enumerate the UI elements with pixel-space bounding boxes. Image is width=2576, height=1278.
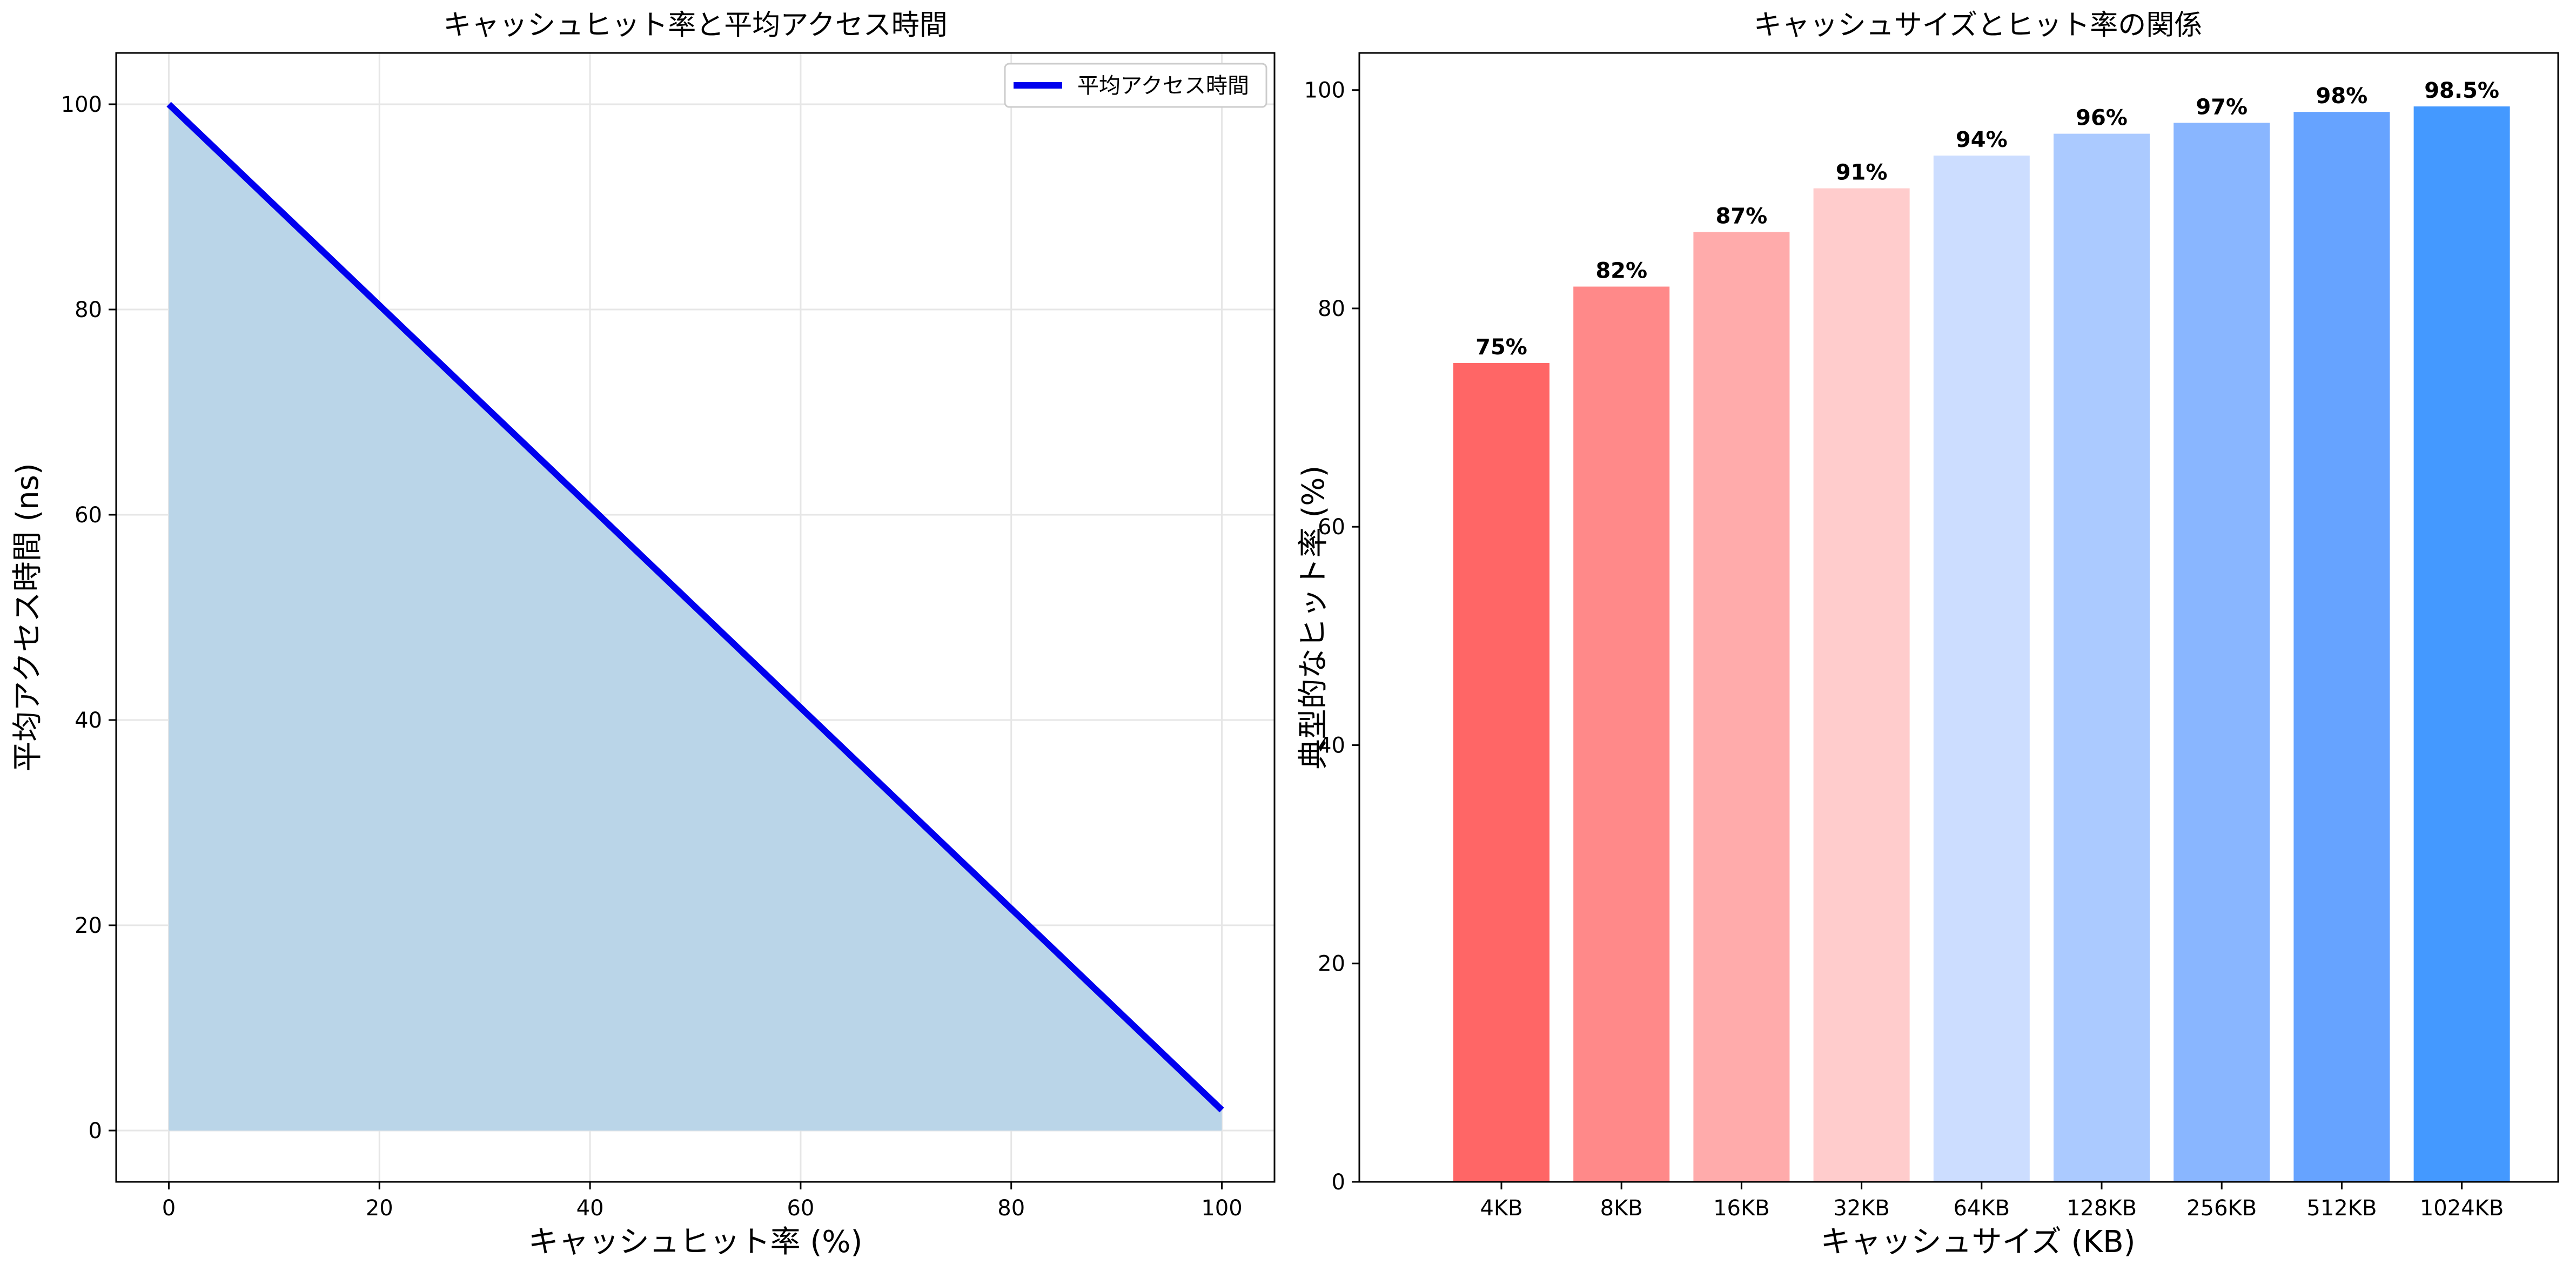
bar	[1933, 156, 2030, 1182]
x-tick-label: 16KB	[1713, 1196, 1770, 1221]
x-tick-label: 40	[576, 1196, 604, 1221]
line-chart: キャッシュヒット率と平均アクセス時間 0 20 40 60 80 100 0 20 40 60 8…	[10, 9, 1276, 1260]
x-axis-label: キャッシュサイズ (KB)	[1821, 1225, 2136, 1260]
data-label: 82%	[1595, 259, 1647, 284]
series-line	[166, 102, 1224, 1113]
chart-title: キャッシュサイズとヒット率の関係	[1754, 9, 2202, 42]
x-tick-label: 60	[787, 1196, 814, 1221]
bar-chart: キャッシュサイズとヒット率の関係 75% 82% 87% 91% 94% 96% 97% 98…	[1296, 9, 2559, 1260]
plot-frame	[1358, 52, 2559, 1183]
area-fill	[169, 104, 1222, 1131]
x-axis: 4KB 8KB 16KB 32KB 64KB 128KB 256KB 512KB 1024KB	[1480, 1182, 2504, 1221]
x-tick-label: 256KB	[2186, 1196, 2257, 1221]
data-label: 98%	[2316, 84, 2368, 109]
bar	[1573, 286, 1670, 1182]
y-tick-label: 100	[61, 92, 102, 117]
x-tick-label: 8KB	[1600, 1196, 1643, 1221]
y-axis-label: 平均アクセス時間 (ns)	[10, 463, 45, 771]
data-labels: 75% 82% 87% 91% 94% 96% 97% 98% 98.5%	[1475, 78, 2499, 360]
legend: 平均アクセス時間	[1004, 63, 1267, 108]
x-tick-label: 80	[997, 1196, 1025, 1221]
x-tick-label: 0	[162, 1196, 176, 1221]
bar	[2413, 106, 2510, 1182]
x-tick-label: 512KB	[2306, 1196, 2377, 1221]
y-tick-label: 80	[75, 298, 102, 322]
y-tick-label: 20	[75, 913, 102, 938]
bars	[1453, 106, 2510, 1182]
bar	[1813, 188, 1910, 1182]
y-tick-label: 60	[1318, 515, 1345, 540]
legend-label: 平均アクセス時間	[1077, 73, 1249, 98]
y-tick-label: 20	[1318, 952, 1345, 977]
y-tick-label: 40	[1318, 733, 1345, 758]
x-axis-label: キャッシュヒット率 (%)	[528, 1225, 863, 1260]
data-label: 91%	[1836, 160, 1888, 185]
x-tick-label: 64KB	[1954, 1196, 2010, 1221]
x-axis: 0 20 40 60 80 100	[162, 1182, 1243, 1221]
legend-frame	[1004, 63, 1267, 108]
bar	[2293, 112, 2390, 1182]
bar	[1453, 363, 1549, 1182]
data-label: 87%	[1716, 204, 1768, 228]
data-label: 98.5%	[2424, 78, 2499, 103]
bar	[2054, 133, 2150, 1182]
bar	[2174, 123, 2270, 1182]
x-tick-label: 32KB	[1833, 1196, 1890, 1221]
chart-title: キャッシュヒット率と平均アクセス時間	[443, 9, 947, 42]
data-label: 75%	[1475, 335, 1527, 360]
y-tick-label: 80	[1318, 297, 1345, 321]
plot-frame	[115, 52, 1276, 1183]
x-tick-label: 4KB	[1480, 1196, 1522, 1221]
y-tick-label: 100	[1304, 78, 1345, 103]
y-axis-label: 典型的なヒット率 (%)	[1296, 466, 1331, 770]
y-tick-label: 40	[75, 708, 102, 733]
data-label: 96%	[2076, 106, 2128, 131]
y-tick-label: 0	[1332, 1170, 1345, 1195]
x-tick-label: 20	[366, 1196, 393, 1221]
x-tick-label: 128KB	[2067, 1196, 2137, 1221]
y-axis: 0 20 40 60 80 100	[1304, 78, 1359, 1195]
x-tick-label: 1024KB	[2420, 1196, 2504, 1221]
data-label: 94%	[1956, 127, 2008, 152]
bar	[1693, 232, 1790, 1182]
y-axis: 0 20 40 60 80 100	[61, 92, 116, 1144]
x-tick-label: 100	[1201, 1196, 1242, 1221]
data-label: 97%	[2196, 95, 2248, 119]
y-tick-label: 0	[89, 1119, 102, 1144]
y-tick-label: 60	[75, 503, 102, 528]
